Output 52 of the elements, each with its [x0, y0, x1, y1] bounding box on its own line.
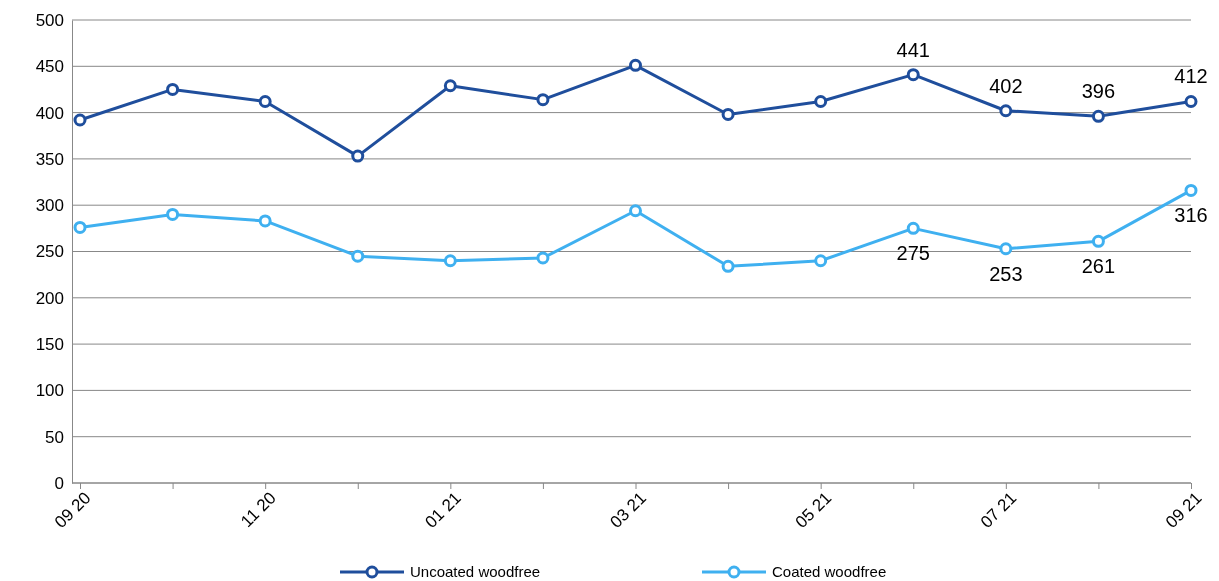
point [721, 259, 735, 273]
point [258, 214, 272, 228]
point [1184, 94, 1198, 108]
point [814, 254, 828, 268]
point [1091, 234, 1105, 248]
point [1091, 109, 1105, 123]
point [443, 79, 457, 93]
point [629, 58, 642, 72]
data-label: 275 [896, 242, 930, 265]
data-label: 396 [1081, 80, 1116, 103]
point [166, 82, 180, 96]
y-tick-label: 350 [35, 149, 64, 169]
point [536, 93, 550, 107]
data-label: 316 [1174, 204, 1208, 227]
point [1184, 183, 1198, 197]
point [166, 207, 180, 221]
point [258, 94, 272, 108]
data-label: 261 [1081, 255, 1116, 278]
point [443, 254, 457, 268]
y-tick-label: 200 [35, 288, 64, 308]
point [814, 94, 828, 108]
x-tick-label: 09 21 [1161, 488, 1206, 532]
x-tick-label: 11 20 [237, 488, 280, 531]
y-tick-label: 250 [35, 242, 64, 262]
point [351, 249, 365, 263]
point [73, 113, 87, 127]
y-tick-label: 150 [35, 335, 64, 355]
point [629, 204, 642, 218]
x-tick-label: 03 21 [606, 488, 650, 532]
point [351, 149, 365, 163]
legend-label: Coated woodfree [772, 563, 887, 580]
point [536, 251, 550, 265]
point [906, 68, 920, 82]
data-label: 402 [989, 74, 1023, 97]
point [721, 107, 735, 121]
y-tick-label: 50 [45, 427, 64, 447]
data-label: 412 [1174, 65, 1208, 88]
point [73, 220, 87, 234]
point [999, 242, 1013, 256]
point [906, 221, 920, 235]
y-tick-label: 100 [35, 381, 64, 401]
data-label: 253 [989, 262, 1023, 285]
x-tick-label: 05 21 [791, 488, 836, 532]
legend-label: Uncoated woodfree [410, 563, 541, 580]
x-tick-label: 07 21 [976, 488, 1021, 532]
x-tick-label: 01 21 [421, 488, 465, 532]
point [999, 104, 1013, 118]
y-tick-label: 400 [35, 103, 64, 123]
data-label: 441 [896, 38, 930, 61]
y-tick-label: 450 [35, 57, 64, 77]
y-tick-label: 300 [35, 196, 64, 216]
y-tick-label: 500 [35, 10, 64, 30]
